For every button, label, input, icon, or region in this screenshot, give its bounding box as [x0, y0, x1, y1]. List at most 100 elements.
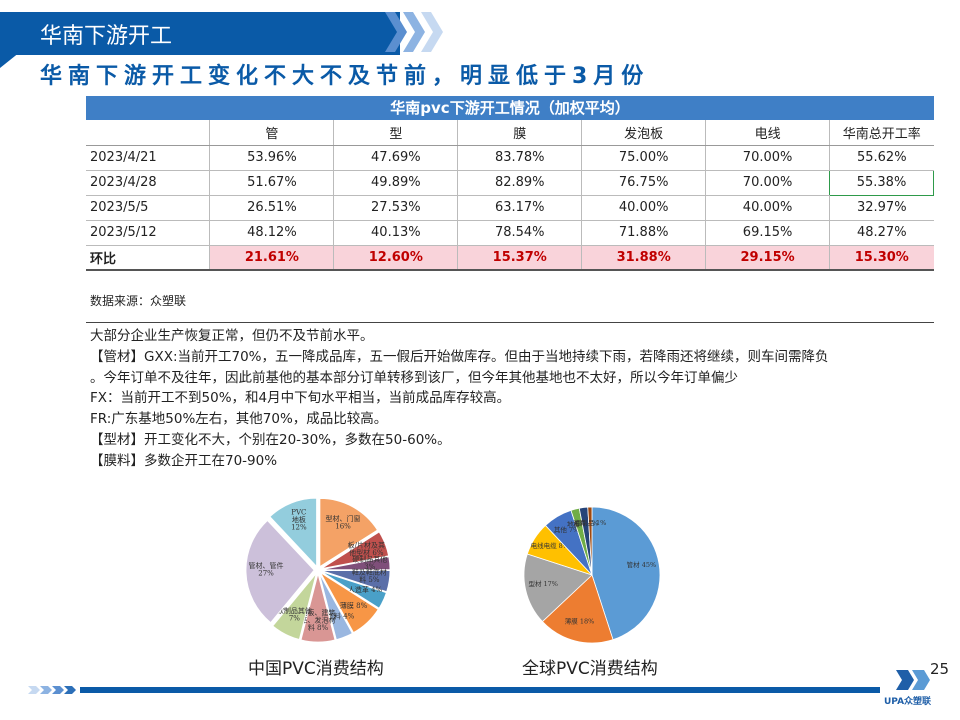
pie-label: 型材 17%: [528, 579, 558, 588]
table-cell: 48.12%: [209, 220, 334, 246]
pie-label: 鞋及鞋底材料 5%: [352, 568, 387, 585]
ratio-label: 环比: [86, 245, 210, 271]
pie-slice: [245, 519, 315, 624]
footer-bar: [80, 687, 880, 693]
table-cell: 26.51%: [209, 195, 334, 221]
table-cell-selected[interactable]: 55.38%: [829, 169, 934, 196]
pie-label: 电缆料 4%: [320, 611, 355, 620]
pie-slice: [591, 506, 661, 641]
china-pie-title: 中国PVC消费结构: [248, 659, 384, 679]
pie-slice: [321, 556, 391, 571]
data-source: 数据来源：众塑联: [90, 294, 187, 308]
note-line: 【型材】开工变化不大，个别在20-30%，多数在50-60%。: [90, 431, 451, 448]
col-header: 华南总开工率: [829, 120, 934, 146]
table-cell: 69.15%: [705, 220, 830, 246]
table-cell: 40.00%: [705, 195, 830, 221]
pie-label: 电线电缆 8%: [531, 541, 569, 550]
china-pvc-pie-chart: 型材、门窗 16% 板/片材及其他型材 6%硬制品其他 3%鞋及鞋底材料 5%人造革 …: [245, 497, 391, 643]
table-title: 华南pvc下游开工情况（加权平均）: [86, 96, 934, 120]
global-pvc-pie-chart: 管材 45% 薄膜 18% 型材 17% 电线电缆 8% 其他 7%地板 2%涂料 2%…: [523, 506, 661, 644]
table-cell: 55.62%: [829, 145, 934, 171]
pie-label: 管材 45%: [627, 560, 657, 569]
pie-slice: [541, 574, 614, 644]
pie-slice: [272, 573, 317, 640]
slide-subtitle: 华南下游开工变化不大不及节前，明显低于3月份: [40, 64, 650, 89]
table-cell: 82.89%: [457, 170, 582, 196]
table-row: 2023/4/28 51.67% 49.89% 82.89% 76.75% 70…: [86, 169, 934, 196]
note-line: 【膜料】多数企开工在70-90%: [90, 452, 278, 469]
table-cell: 75.00%: [581, 145, 706, 171]
table-row: 2023/4/21 53.96% 47.69% 83.78% 75.00% 70…: [86, 145, 934, 171]
pie-slice: [321, 570, 391, 593]
ratio-row: 环比 21.61% 12.60% 15.37% 31.88% 29.15% 15…: [86, 245, 934, 271]
upa-logo-icon: UPA众塑联: [884, 670, 932, 707]
col-header: 管: [209, 120, 334, 146]
ratio-cell: 29.15%: [705, 245, 830, 271]
col-header: [86, 120, 210, 146]
pie-label: 板/片材及其他型材 6%: [348, 540, 385, 557]
table-cell: 70.00%: [705, 170, 830, 196]
pie-label: PVC 地板 12%: [291, 509, 307, 532]
table-cell: 48.27%: [829, 220, 934, 246]
pie-slice: [319, 573, 353, 641]
pie-label: 管材、管件 27%: [249, 561, 284, 578]
col-header: 型: [333, 120, 458, 146]
pie-slice: [321, 531, 389, 569]
table-cell: 32.97%: [829, 195, 934, 221]
pie-slice: [587, 506, 593, 576]
header-bar: [0, 12, 400, 52]
header-chevrons-icon: [385, 12, 443, 52]
table-cell: 76.75%: [581, 170, 706, 196]
pie-slice: [523, 553, 593, 623]
separator-line: [86, 322, 934, 323]
svg-text:UPA众塑联: UPA众塑联: [884, 695, 932, 707]
note-line: 大部分企业生产恢复正常，但仍不及节前水平。: [90, 328, 374, 344]
ratio-cell: 15.37%: [457, 245, 582, 271]
pie-label: 薄膜 8%: [340, 601, 368, 610]
table-cell: 2023/4/28: [86, 170, 210, 196]
table-cell: 51.67%: [209, 170, 334, 196]
pie-label: 软制品其他 7%: [277, 606, 312, 623]
pie-label: 薄膜 18%: [565, 616, 595, 625]
table-cell: 78.54%: [457, 220, 582, 246]
table-cell: 71.88%: [581, 220, 706, 246]
table-cell: 53.96%: [209, 145, 334, 171]
pie-label: 瓶制品 1%: [574, 518, 606, 527]
table-cell: 27.53%: [333, 195, 458, 221]
table-header-row: 管 型 膜 发泡板 电线 华南总开工率: [86, 120, 934, 146]
note-line: FX：当前开工不到50%，和4月中下旬水平相当，当前成品库存较高。: [90, 390, 511, 407]
table-row: 2023/5/5 26.51% 27.53% 63.17% 40.00% 40.…: [86, 195, 934, 221]
ratio-cell: 21.61%: [209, 245, 334, 271]
pie-label: 涂料 2%: [573, 518, 598, 527]
pie-slice: [320, 572, 379, 634]
page-number: 25: [930, 660, 950, 678]
operating-rate-table: 华南pvc下游开工情况（加权平均） 管 型 膜 发泡板 电线 华南总开工率 20…: [86, 96, 934, 271]
col-header: 电线: [705, 120, 830, 146]
pie-label: 地板、建筑革、发泡材料 8%: [301, 608, 336, 632]
table-cell: 40.00%: [581, 195, 706, 221]
col-header: 膜: [457, 120, 582, 146]
pie-label: 型材、门窗 16%: [326, 514, 361, 531]
pie-slice: [319, 498, 378, 568]
table-cell: 70.00%: [705, 145, 830, 171]
table-cell: 2023/5/5: [86, 195, 210, 221]
pie-slice: [300, 573, 336, 643]
table-cell: 40.13%: [333, 220, 458, 246]
note-line: 【管材】GXX:当前开工70%，五一降成品库，五一假后开始做库存。但由于当地持续…: [90, 348, 829, 365]
pie-label: 其他 7%: [554, 525, 579, 534]
ratio-cell: 15.30%: [829, 245, 934, 271]
ratio-cell: 12.60%: [333, 245, 458, 271]
table-cell: 47.69%: [333, 145, 458, 171]
table-cell: 2023/4/21: [86, 145, 210, 171]
pie-label: 硬制品其他 3%: [352, 555, 387, 572]
global-pie-title: 全球PVC消费结构: [522, 659, 658, 679]
pie-slice: [321, 571, 387, 609]
table-cell: 49.89%: [333, 170, 458, 196]
table-row: 2023/5/12 48.12% 40.13% 78.54% 71.88% 69…: [86, 220, 934, 246]
table-cell: 63.17%: [457, 195, 582, 221]
pie-slice: [269, 497, 317, 568]
pie-label: 人造革 4%: [348, 585, 383, 594]
table-cell: 83.78%: [457, 145, 582, 171]
notes-block: 大部分企业生产恢复正常，但仍不及节前水平。 【管材】GXX:当前开工70%，五一…: [90, 326, 940, 472]
header-underline: [0, 52, 400, 55]
